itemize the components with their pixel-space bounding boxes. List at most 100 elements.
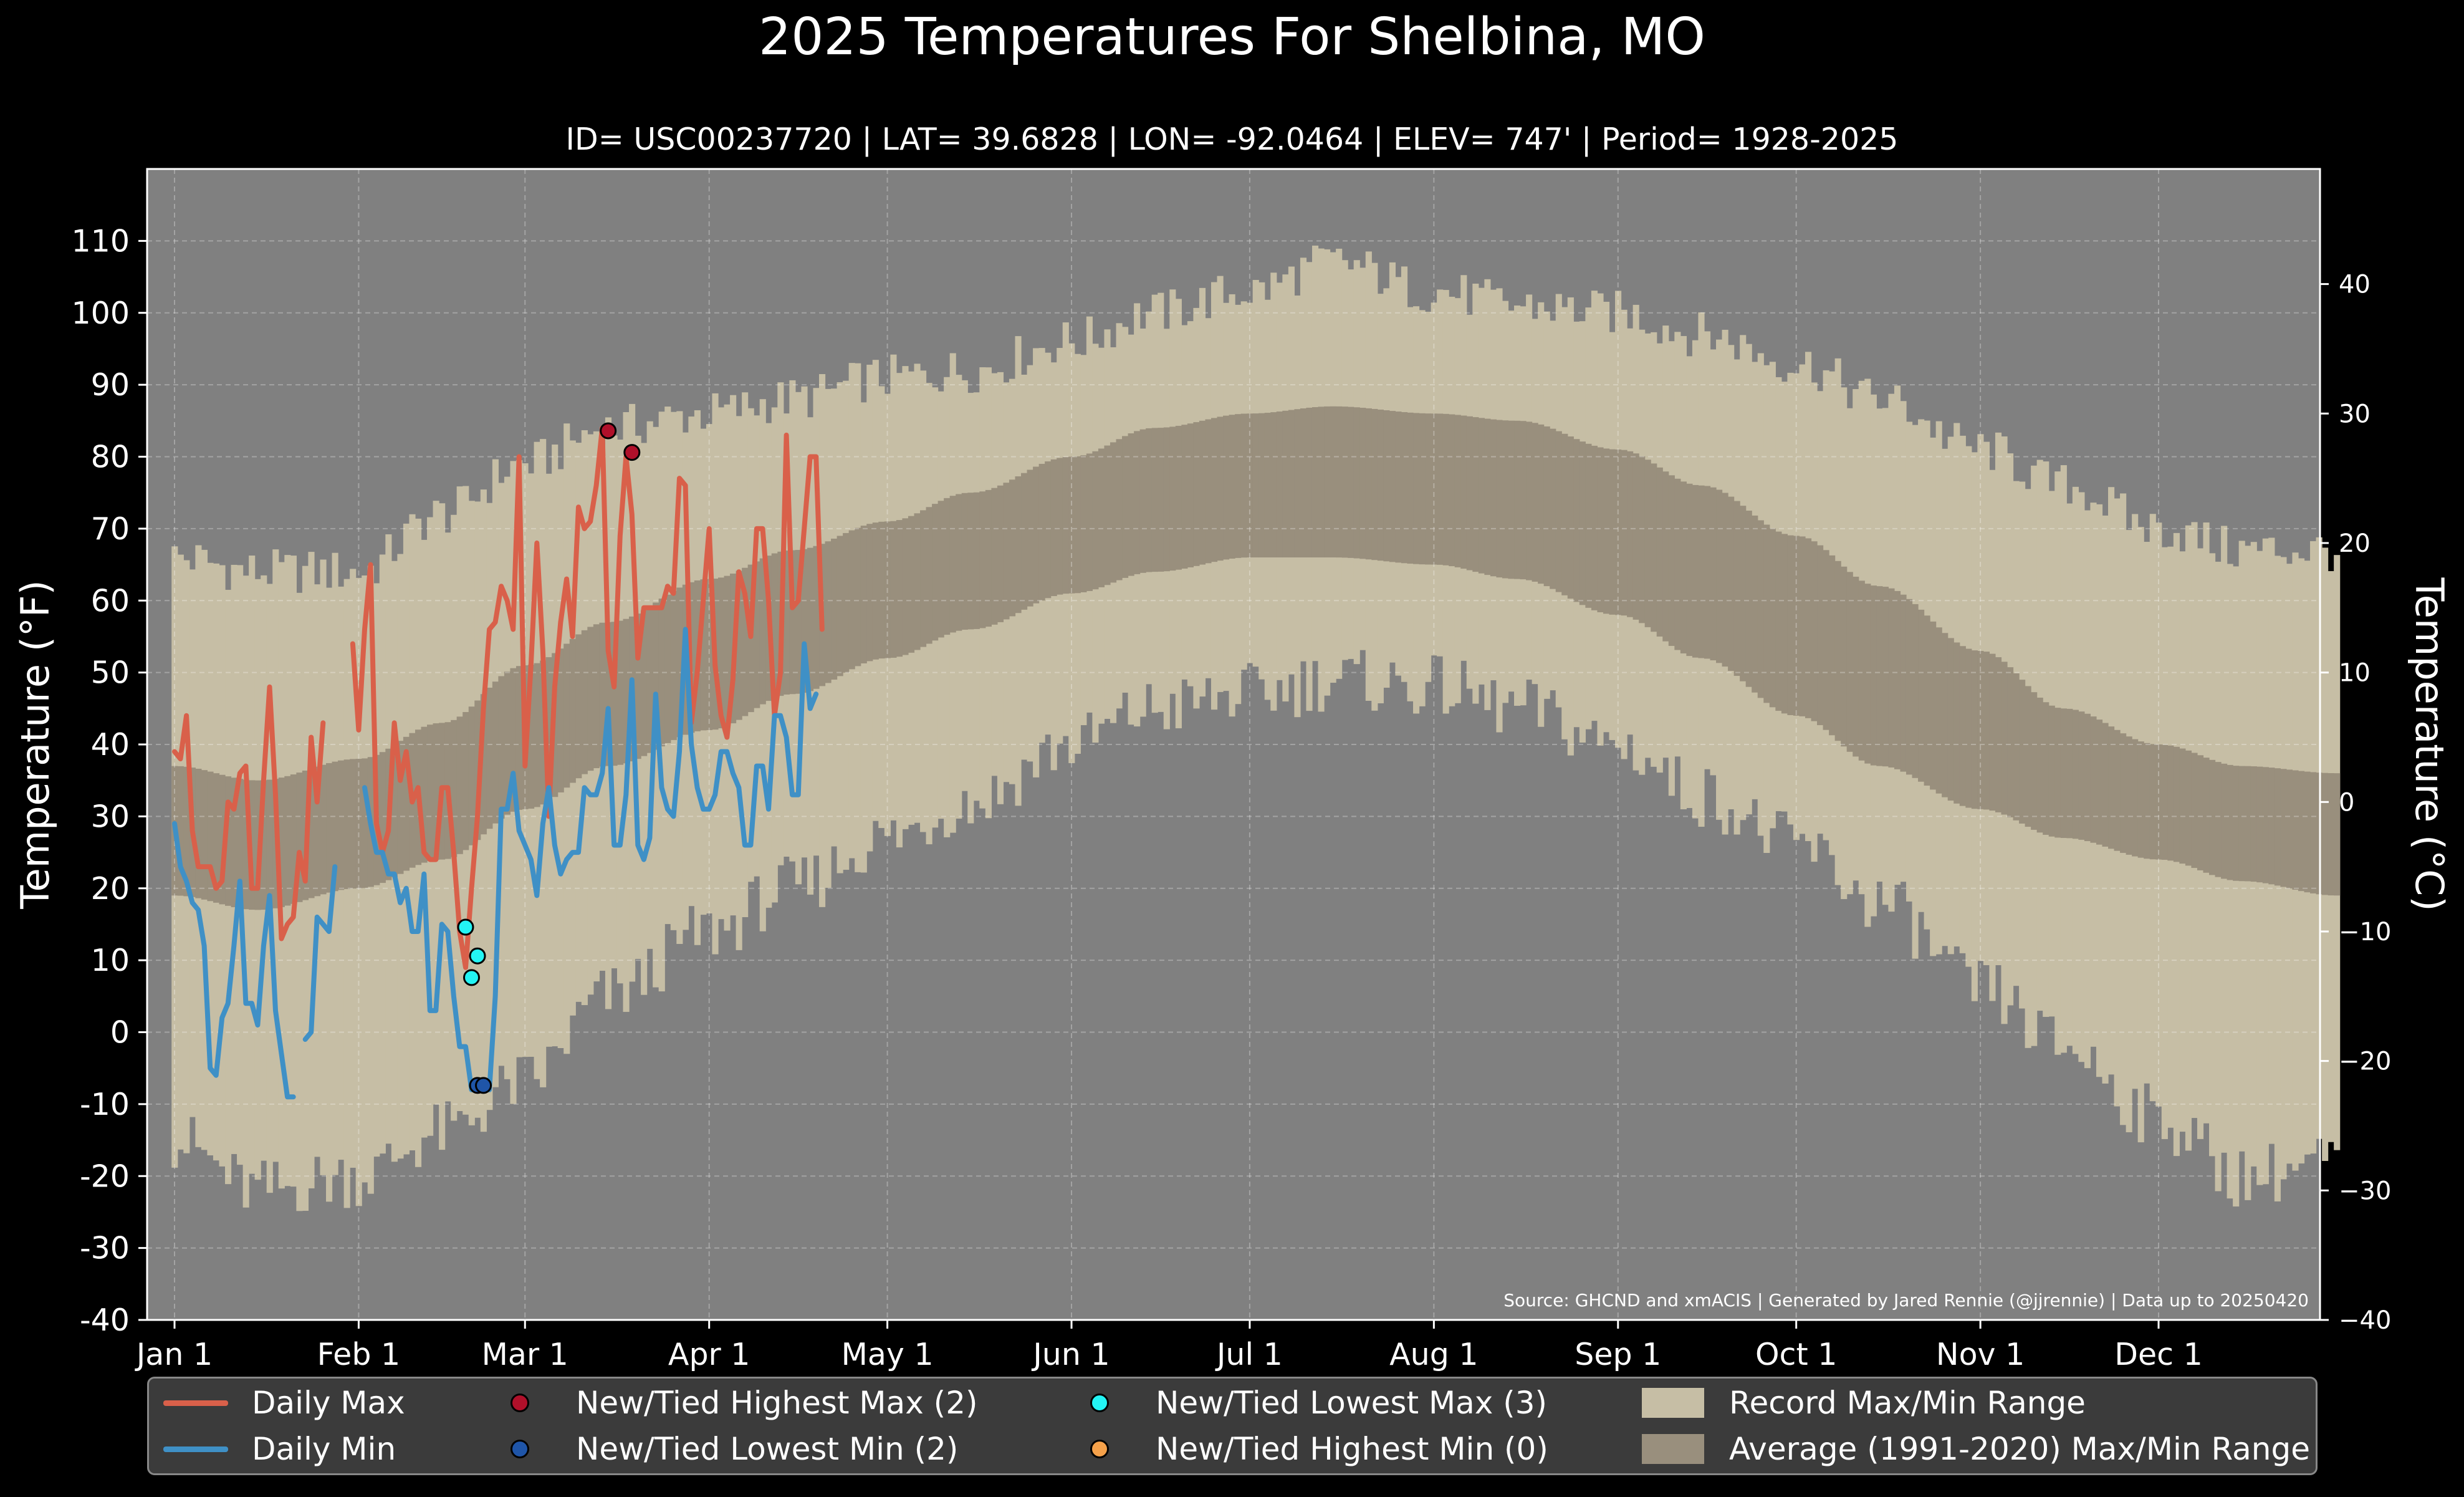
average-range-bar: [1175, 425, 1182, 570]
average-range-bar: [515, 666, 523, 810]
y-tick-label: -20: [80, 1158, 130, 1194]
average-range-bar: [1324, 406, 1331, 558]
average-range-bar: [1597, 447, 1604, 613]
average-range-bar: [1550, 428, 1556, 589]
record-range-bar: [343, 579, 350, 1208]
daily-min-line: [172, 821, 296, 1100]
average-range-bar: [1817, 545, 1824, 726]
average-range-bar: [563, 643, 570, 788]
average-range-bar: [1258, 413, 1265, 558]
average-range-bar: [2054, 708, 2061, 838]
record-range-bar: [2233, 566, 2240, 1207]
average-range-bar: [2304, 771, 2311, 893]
legend-item-daily-min: Daily Min: [161, 1427, 396, 1471]
average-range-bar: [961, 493, 968, 630]
average-range-bar: [635, 614, 641, 759]
average-range-bar: [1050, 459, 1057, 597]
average-range-bar: [498, 676, 505, 819]
y-tick-label: 50: [91, 655, 130, 691]
average-range-bar: [1442, 413, 1449, 566]
average-range-bar: [920, 510, 927, 647]
average-range-bar: [908, 516, 915, 653]
legend-label-daily-max: Daily Max: [252, 1385, 405, 1421]
average-range-bar: [1252, 413, 1259, 558]
average-range-bar: [1247, 413, 1254, 558]
average-range-bar: [2179, 748, 2186, 864]
average-range-bar: [1894, 590, 1901, 769]
average-range-bar: [837, 536, 843, 676]
average-range-bar: [1235, 414, 1242, 558]
average-range-bar: [1787, 535, 1794, 715]
average-range-bar: [534, 663, 540, 807]
average-range-bar: [658, 599, 665, 747]
average-range-bar: [1311, 407, 1319, 558]
average-range-bar: [593, 624, 600, 769]
average-range-bar: [949, 496, 956, 633]
average-range-bar: [1437, 413, 1444, 565]
average-range-bar: [985, 489, 992, 627]
average-range-bars: [171, 406, 2341, 910]
highest-max-dot-swatch: [511, 1394, 529, 1412]
average-range-bar: [736, 570, 742, 720]
average-range-bar: [1543, 426, 1550, 587]
average-range-bar: [1680, 481, 1687, 653]
legend-item-record-range: Record Max/Min Range: [1639, 1381, 2086, 1425]
average-range-bar: [1341, 407, 1348, 558]
average-range-bar: [587, 627, 594, 771]
average-range-bar: [2238, 766, 2245, 882]
average-range-bar: [902, 518, 909, 655]
average-range-bar: [1745, 511, 1752, 687]
average-range-bar: [1460, 415, 1467, 569]
daily-max-line-swatch: [163, 1400, 228, 1406]
average-range-bar: [326, 763, 333, 893]
average-range-bar: [1169, 426, 1176, 571]
average-range-bar: [2191, 753, 2198, 869]
average-range-bar: [183, 766, 190, 897]
average-range-bar: [926, 507, 932, 644]
average-range-bar: [1128, 433, 1134, 576]
average-range-bar: [362, 758, 368, 888]
average-range-bar: [2066, 708, 2073, 839]
average-range-bar: [1033, 466, 1040, 604]
average-range-bar: [771, 553, 778, 698]
y-tick-label: 10: [91, 943, 130, 978]
average-range-bar: [2013, 673, 2020, 821]
legend-label-average-range: Average (1991-2020) Max/Min Range: [1729, 1431, 2310, 1467]
average-range-bar: [1716, 489, 1723, 663]
average-range-bar: [427, 724, 434, 861]
average-range-bar: [266, 779, 273, 910]
average-range-bar: [1930, 621, 1937, 790]
average-range-bar: [1395, 412, 1402, 563]
y-right-tick-label: −30: [2339, 1177, 2391, 1205]
average-range-bar: [1567, 436, 1574, 599]
average-range-bar: [1264, 413, 1271, 558]
average-range-bar: [1015, 476, 1022, 614]
average-range-bar: [2227, 764, 2233, 880]
highest-max-marker: [600, 422, 617, 440]
average-range-bar: [1318, 407, 1325, 558]
average-range-bar: [1876, 586, 1883, 766]
average-range-bar: [403, 736, 410, 871]
average-range-bar: [1276, 412, 1283, 558]
average-range-bar: [1336, 406, 1343, 558]
average-range-bar: [1846, 572, 1853, 752]
x-tick-label: May 1: [841, 1337, 934, 1372]
average-range-bar: [2149, 744, 2156, 860]
average-range-bar: [855, 527, 861, 667]
average-range-bar: [599, 622, 606, 767]
average-range-bar: [1270, 412, 1277, 558]
chart-title: 2025 Temperatures For Shelbina, MO: [759, 7, 1705, 67]
record-range-bar: [355, 577, 362, 1206]
average-range-bar: [1187, 423, 1194, 567]
average-range-bar: [1306, 407, 1313, 558]
average-range-bar: [1918, 609, 1925, 782]
average-range-bar: [2197, 755, 2204, 870]
average-range-bar: [1407, 412, 1414, 564]
average-range-bar: [1038, 463, 1045, 601]
average-range-bar: [1627, 451, 1634, 617]
average-range-bar: [1425, 413, 1432, 565]
average-range-bar: [545, 657, 552, 801]
average-range-bar: [1935, 627, 1942, 794]
average-range-bar: [1704, 486, 1711, 659]
average-range-bar: [177, 766, 184, 896]
